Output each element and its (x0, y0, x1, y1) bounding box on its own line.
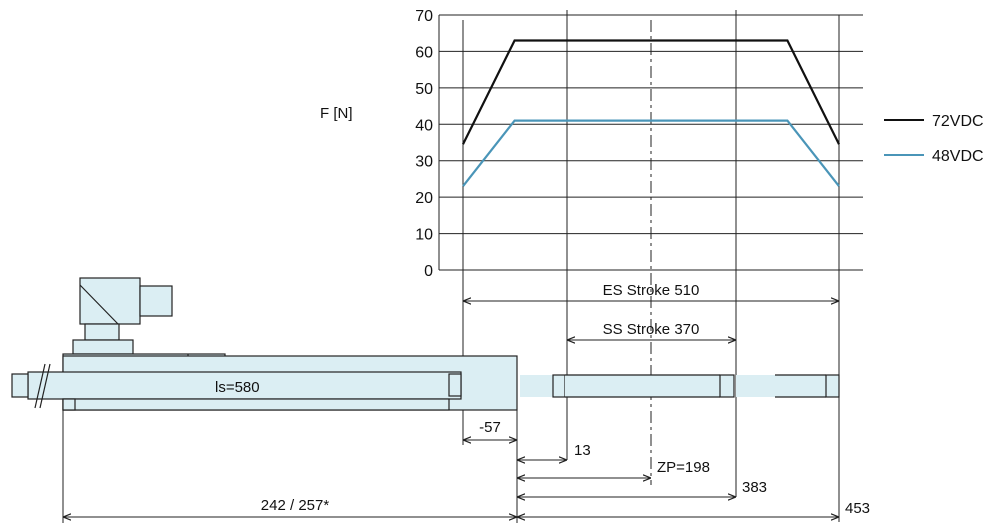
rod-bottom-plate (62, 398, 450, 411)
label-383: 383 (742, 479, 767, 496)
segment-a (520, 375, 553, 397)
segment-end (825, 374, 840, 398)
reference-lines (62, 10, 840, 523)
dimension-lines (63, 301, 839, 517)
y-tick-label: 10 (415, 227, 433, 244)
break-mark-2 (39, 363, 51, 409)
label-neg57: -57 (479, 419, 501, 436)
y-tick-labels: 0 10 20 30 40 50 60 70 (415, 8, 433, 280)
motor-block (79, 277, 141, 325)
motor-connector (139, 285, 173, 317)
y-tick-label: 70 (415, 8, 433, 25)
actuator-drawing (11, 277, 840, 411)
label-es-stroke: ES Stroke 510 (603, 282, 700, 299)
legend-label-48vdc: 48VDC (932, 148, 984, 165)
ls-label: ls=580 (215, 379, 260, 396)
series-line-72vdc (462, 39, 840, 145)
segment-e (736, 375, 826, 397)
y-tick-label: 40 (415, 117, 433, 134)
y-axis-label: F [N] (320, 105, 353, 122)
segment-b (552, 374, 566, 398)
y-tick-label: 30 (415, 154, 433, 171)
label-453: 453 (845, 500, 870, 517)
motor-flange (72, 339, 134, 355)
y-tick-label: 50 (415, 81, 433, 98)
label-ss-stroke: SS Stroke 370 (603, 321, 700, 338)
chart-series (462, 39, 840, 187)
rod-joint (448, 373, 462, 397)
y-tick-label: 60 (415, 44, 433, 61)
label-242: 242 / 257* (261, 497, 330, 514)
label-zp: ZP=198 (657, 459, 710, 476)
label-13: 13 (574, 442, 591, 459)
y-tick-label: 20 (415, 190, 433, 207)
series-line-48vdc (462, 119, 840, 187)
dimension-labels: ES Stroke 510 SS Stroke 370 -57 13 ZP=19… (261, 282, 870, 517)
end-cap-left (11, 373, 29, 398)
segment-d (719, 374, 735, 398)
legend-label-72vdc: 72VDC (932, 113, 984, 130)
motor-bevel (79, 284, 119, 325)
motor-stand (84, 323, 120, 341)
y-tick-label: 0 (424, 263, 433, 280)
segment-c (565, 375, 720, 397)
legend: 72VDC 48VDC (884, 113, 984, 165)
break-mark-1 (34, 363, 46, 409)
